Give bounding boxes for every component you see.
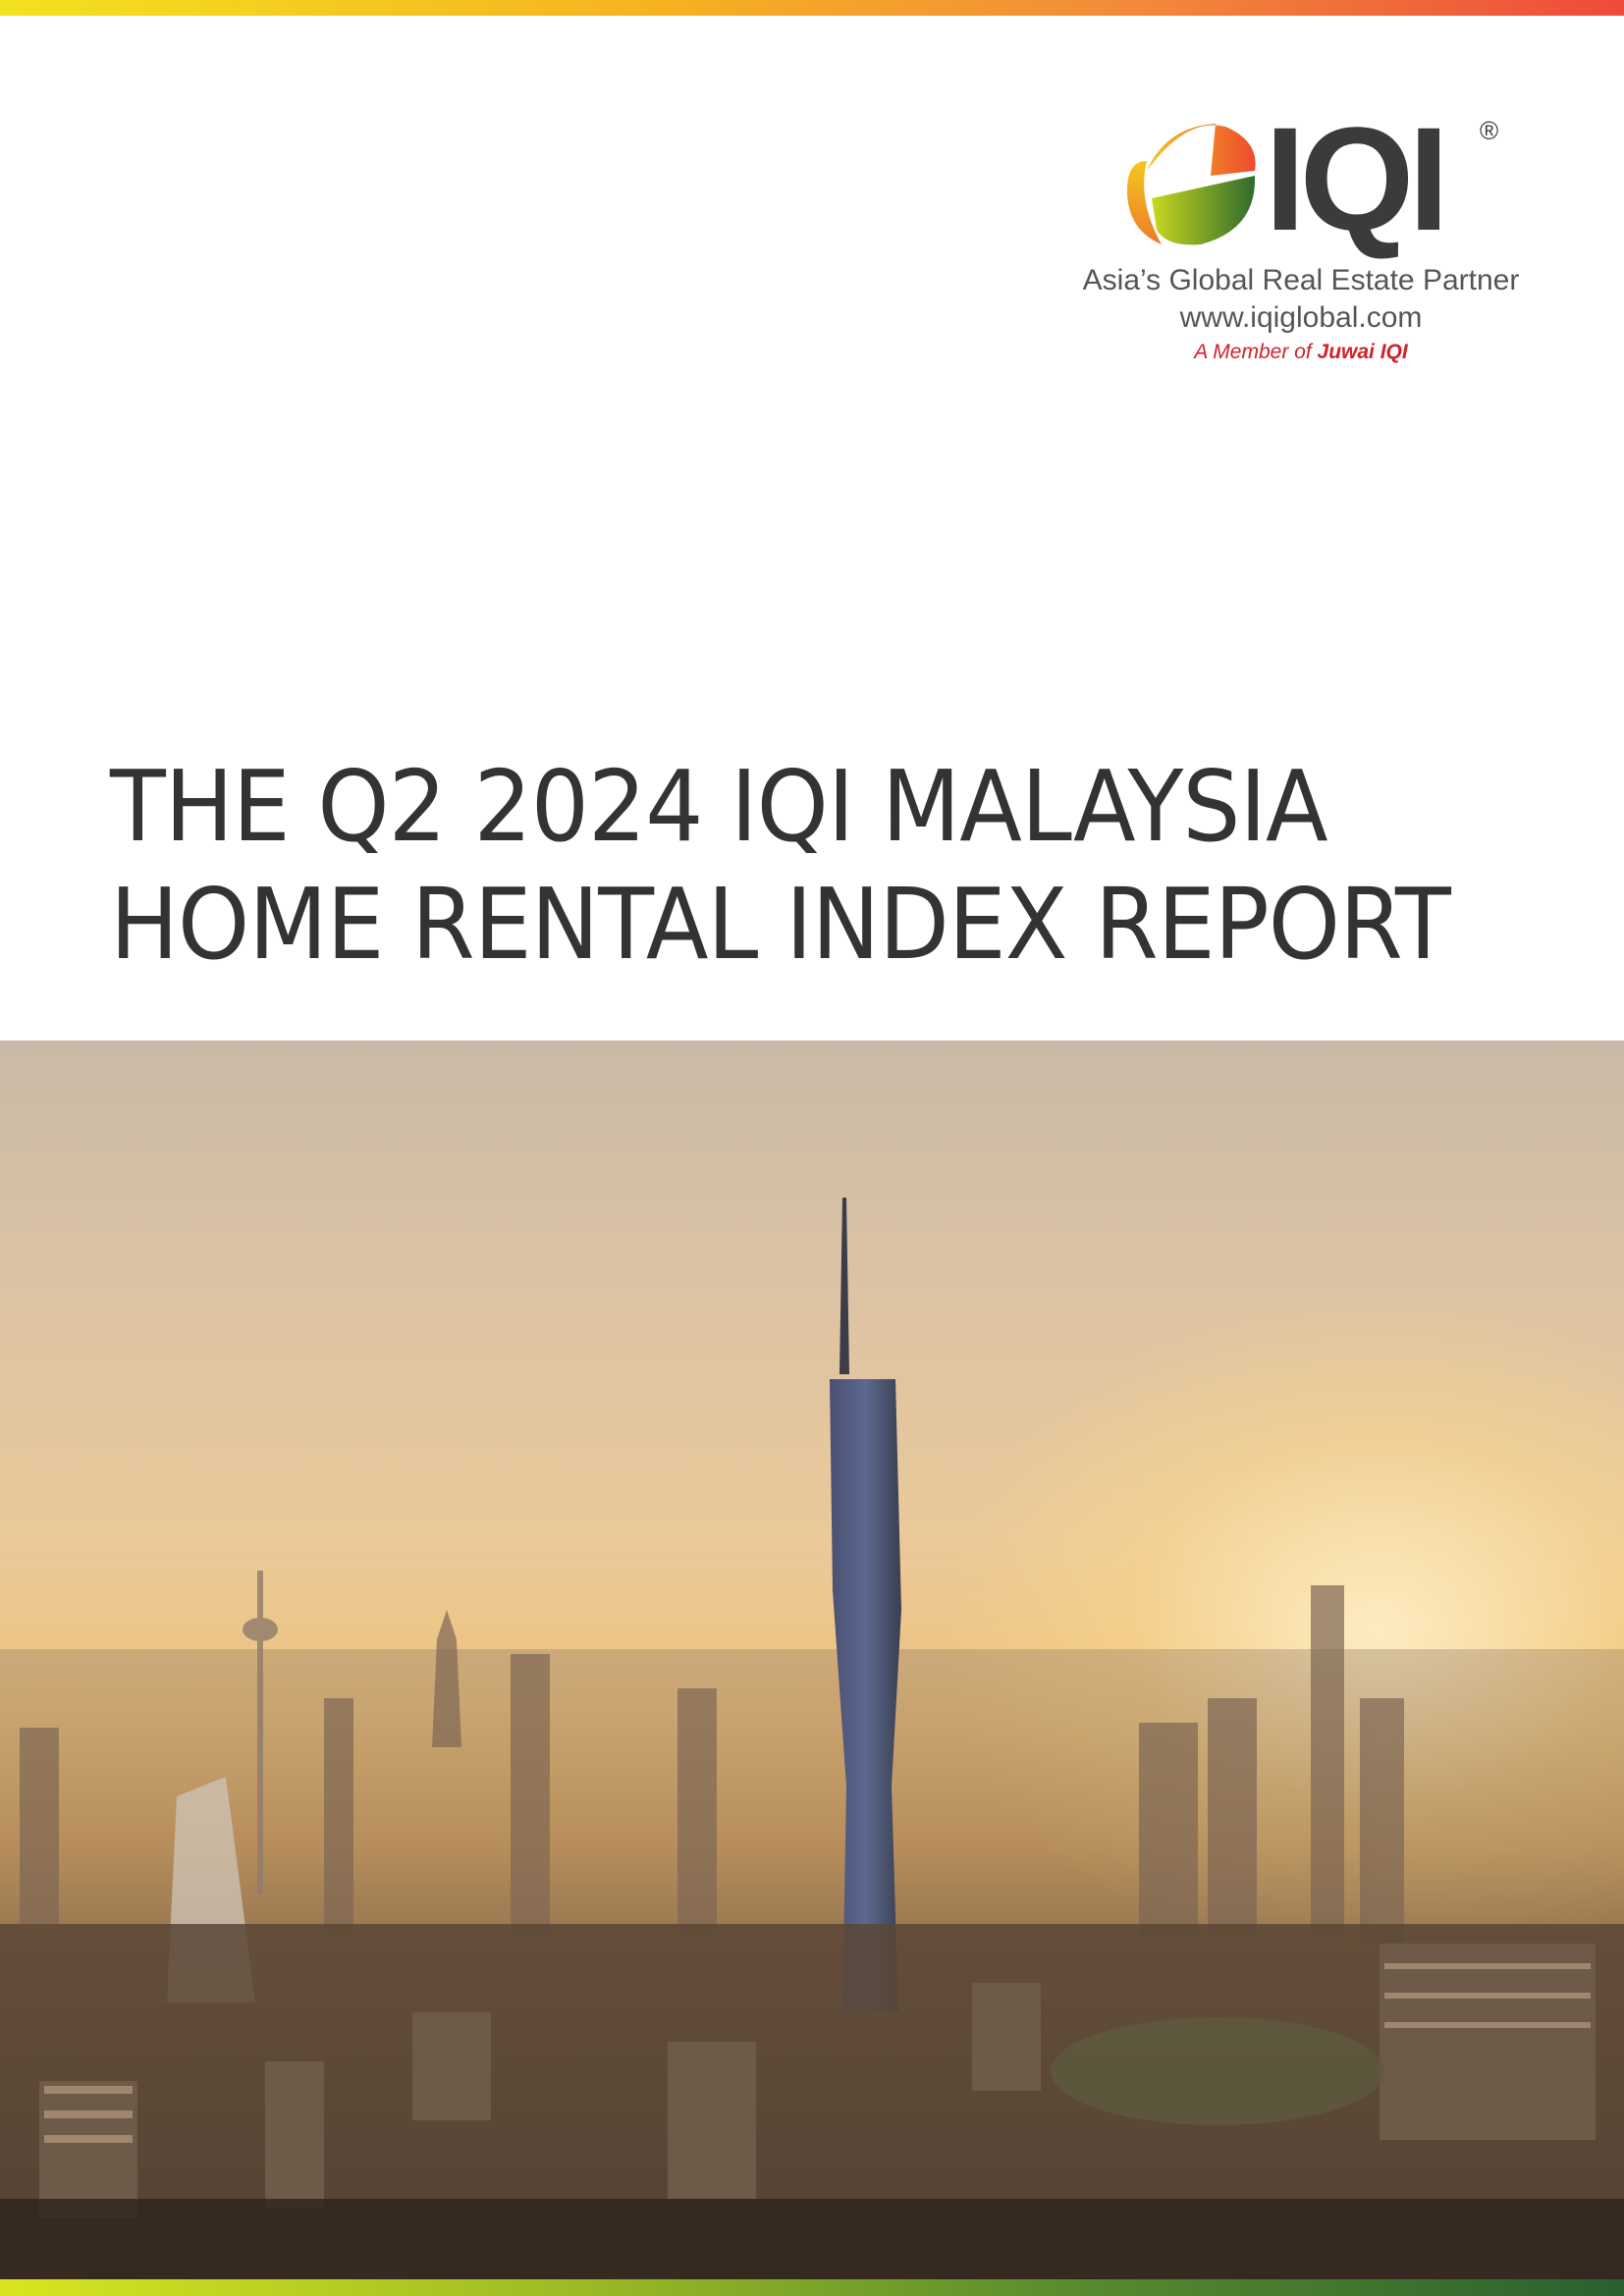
bottom-gradient-bar bbox=[0, 2279, 1624, 2296]
skyline-silhouette bbox=[0, 1198, 1624, 2279]
title-line-2: HOME RENTAL INDEX REPORT bbox=[110, 867, 1451, 982]
brand-website[interactable]: www.iqiglobal.com bbox=[1179, 301, 1423, 334]
top-gradient-bar bbox=[0, 0, 1624, 16]
title-line-1: THE Q2 2024 IQI MALAYSIA bbox=[110, 749, 1328, 864]
member-line: A Member of Juwai IQI bbox=[1026, 340, 1576, 365]
member-brand: Juwai IQI bbox=[1317, 341, 1408, 363]
member-prefix: A Member of bbox=[1194, 341, 1312, 363]
brand-tagline: Asia’s Global Real Estate Partner bbox=[1082, 264, 1520, 296]
iqi-globe-icon bbox=[1127, 124, 1256, 245]
city-skyline-image bbox=[0, 1041, 1624, 2279]
iqi-logo: IQI ® Asia’s Global Real Estate Partner … bbox=[1026, 105, 1576, 381]
page-title: THE Q2 2024 IQI MALAYSIA HOME RENTAL IND… bbox=[110, 748, 1551, 984]
registered-mark: ® bbox=[1480, 116, 1499, 145]
logo-wordmark: IQI bbox=[1265, 96, 1449, 261]
